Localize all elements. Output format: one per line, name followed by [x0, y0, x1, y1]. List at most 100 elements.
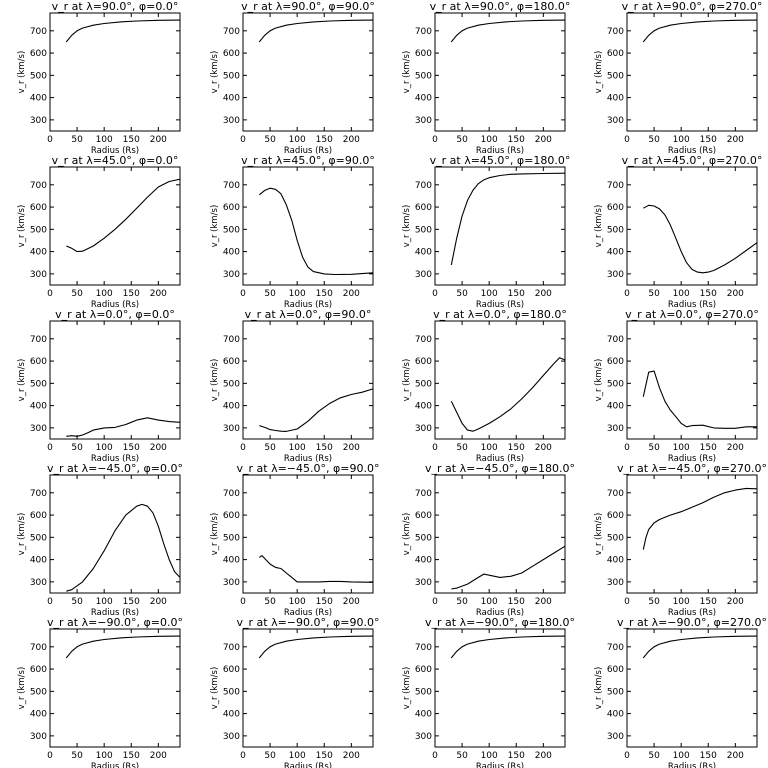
series-line — [642, 19, 758, 43]
y-tick-label: 400 — [223, 556, 240, 566]
x-tick-label: 150 — [123, 751, 140, 761]
series-line — [258, 19, 374, 43]
plot-title: v_r at λ=0.0°, φ=180.0° — [433, 308, 567, 321]
x-tick-label: 100 — [289, 751, 306, 761]
x-tick-label: 0 — [240, 289, 246, 299]
y-tick-label: 700 — [223, 643, 240, 653]
y-tick-label: 500 — [223, 225, 240, 235]
x-axis-label: Radius (Rs) — [668, 300, 716, 310]
x-tick-label: 0 — [432, 289, 438, 299]
x-tick-label: 200 — [727, 289, 744, 299]
x-tick-label: 50 — [71, 289, 83, 299]
plot-title: v_r at λ=−90.0°, φ=180.0° — [425, 616, 575, 629]
y-tick-label: 700 — [607, 489, 624, 499]
series-line — [642, 635, 758, 659]
subplot-4-3: 0 50 100 150 200 300 400 500 600 700 v_r at λ=−90.… — [594, 616, 767, 768]
subplot-3-0: 0 50 100 150 200 300 400 500 600 700 v_r at λ=−45.… — [17, 462, 183, 618]
x-axis-label: Radius (Rs) — [91, 454, 139, 464]
y-axis-label: v_r (km/s) — [402, 513, 412, 556]
x-tick-label: 200 — [343, 751, 360, 761]
y-tick-label: 500 — [415, 225, 432, 235]
y-axis-label: v_r (km/s) — [210, 513, 220, 556]
y-tick-label: 400 — [223, 94, 240, 104]
x-axis-label: Radius (Rs) — [91, 762, 139, 768]
y-tick-label: 400 — [223, 710, 240, 720]
x-tick-label: 50 — [648, 597, 660, 607]
x-tick-label: 0 — [432, 443, 438, 453]
x-tick-label: 150 — [316, 751, 333, 761]
x-tick-label: 0 — [432, 597, 438, 607]
x-axis-label: Radius (Rs) — [476, 146, 524, 156]
subplot-4-2: 0 50 100 150 200 300 400 500 600 700 v_r at λ=−90.… — [402, 616, 575, 768]
y-tick-label: 300 — [415, 116, 432, 126]
x-tick-label: 0 — [47, 289, 53, 299]
subplot-1-1: 0 50 100 150 200 300 400 500 600 700 v_r at λ=45.0… — [210, 154, 375, 310]
y-axis-label: v_r (km/s) — [17, 359, 27, 402]
x-tick-label: 100 — [96, 597, 113, 607]
y-tick-label: 300 — [415, 270, 432, 280]
y-tick-label: 700 — [30, 181, 47, 191]
x-tick-label: 0 — [240, 135, 246, 145]
y-tick-label: 700 — [607, 335, 624, 345]
x-tick-label: 100 — [481, 443, 498, 453]
x-tick-label: 100 — [673, 597, 690, 607]
y-tick-label: 400 — [415, 710, 432, 720]
y-tick-label: 400 — [607, 402, 624, 412]
plot-frame — [49, 166, 181, 286]
x-tick-label: 100 — [289, 443, 306, 453]
x-tick-label: 0 — [624, 751, 630, 761]
plot-title: v_r at λ=45.0°, φ=90.0° — [241, 154, 375, 167]
x-tick-label: 100 — [96, 135, 113, 145]
x-tick-label: 50 — [71, 597, 83, 607]
x-tick-label: 100 — [289, 597, 306, 607]
subplot-0-0: 0 50 100 150 200 300 400 500 600 700 v_r at λ=90.0… — [17, 0, 181, 156]
plot-title: v_r at λ=0.0°, φ=90.0° — [245, 308, 372, 321]
y-tick-label: 500 — [30, 687, 47, 697]
x-axis-label: Radius (Rs) — [91, 608, 139, 618]
y-tick-label: 400 — [30, 94, 47, 104]
y-tick-label: 300 — [30, 732, 47, 742]
x-tick-label: 150 — [316, 597, 333, 607]
subplot-4-0: 0 50 100 150 200 300 400 500 600 700 v_r at λ=−90.… — [17, 616, 183, 768]
x-axis-label: Radius (Rs) — [476, 300, 524, 310]
y-tick-label: 300 — [223, 732, 240, 742]
y-tick-label: 700 — [607, 643, 624, 653]
subplot-1-3: 0 50 100 150 200 300 400 500 600 700 v_r at λ=45.0… — [594, 154, 762, 310]
x-tick-label: 200 — [727, 751, 744, 761]
x-tick-label: 100 — [673, 751, 690, 761]
x-tick-label: 200 — [150, 597, 167, 607]
y-tick-label: 700 — [30, 27, 47, 37]
x-tick-label: 100 — [96, 751, 113, 761]
x-tick-label: 0 — [240, 751, 246, 761]
y-axis-label: v_r (km/s) — [594, 51, 604, 94]
y-tick-label: 400 — [30, 248, 47, 258]
x-tick-label: 150 — [123, 597, 140, 607]
x-tick-label: 0 — [624, 289, 630, 299]
series-line — [259, 388, 374, 432]
y-tick-label: 300 — [30, 116, 47, 126]
x-axis-label: Radius (Rs) — [284, 300, 332, 310]
y-tick-label: 500 — [223, 379, 240, 389]
y-tick-label: 600 — [223, 49, 240, 59]
y-tick-label: 500 — [30, 225, 47, 235]
x-tick-label: 0 — [624, 135, 630, 145]
y-axis-label: v_r (km/s) — [210, 51, 220, 94]
plot-title: v_r at λ=45.0°, φ=0.0° — [52, 154, 179, 167]
x-tick-label: 200 — [343, 135, 360, 145]
plot-title: v_r at λ=−90.0°, φ=270.0° — [617, 616, 767, 629]
x-axis-label: Radius (Rs) — [284, 762, 332, 768]
plot-frame — [434, 320, 566, 440]
series-line — [451, 545, 566, 590]
y-tick-label: 600 — [607, 511, 624, 521]
y-tick-label: 500 — [415, 533, 432, 543]
series-line — [258, 555, 374, 583]
series-line — [642, 370, 757, 429]
y-tick-label: 600 — [415, 357, 432, 367]
x-tick-label: 200 — [535, 289, 552, 299]
y-tick-label: 400 — [415, 402, 432, 412]
series-line — [66, 178, 181, 253]
x-tick-label: 200 — [535, 597, 552, 607]
plot-frame — [242, 166, 374, 286]
x-tick-label: 100 — [481, 289, 498, 299]
series-line — [450, 19, 566, 43]
